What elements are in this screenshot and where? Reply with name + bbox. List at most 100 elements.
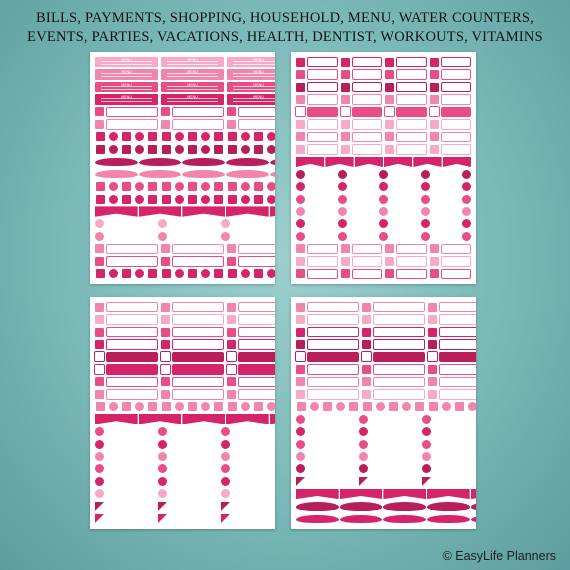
sticker-box: [396, 94, 427, 105]
sticker-cell: [95, 219, 275, 229]
sticker-cell: [296, 219, 471, 229]
sticker-cell: [94, 351, 158, 363]
flag-sticker: [296, 488, 339, 500]
round-sticker: [221, 452, 230, 462]
sticker-sheet-2: [291, 52, 476, 284]
water-drop-icon: [383, 502, 427, 511]
round-sticker: [462, 182, 471, 192]
sticker-cell: [385, 57, 427, 68]
sticker-label-bar: [373, 351, 425, 363]
sticker-icon: [201, 194, 210, 204]
sticker-box: [373, 302, 425, 313]
sticker-cell: [362, 302, 425, 313]
sticker-cell: [296, 439, 476, 449]
round-sticker: [158, 489, 167, 499]
sticker-icon: [340, 256, 350, 266]
menu-sticker-label: MENU: [253, 70, 264, 75]
sticker-icon: [161, 119, 170, 129]
round-sticker: [420, 219, 430, 229]
sticker-cell: [95, 339, 158, 350]
sticker-icon: [295, 351, 306, 363]
sticker-cell: [340, 57, 382, 68]
sticker-cell: [296, 426, 476, 437]
sticker-icon: [162, 402, 171, 412]
sticker-icon: [428, 377, 437, 387]
sticker-icon: [385, 132, 394, 142]
flag-sticker: [470, 488, 476, 500]
menu-sticker: MENU: [95, 94, 158, 105]
sticker-box: [440, 94, 471, 105]
sticker-cell: [227, 119, 275, 130]
sticker-icon: [201, 132, 210, 142]
sticker-icon: [228, 144, 237, 154]
sticker-icon: [241, 269, 250, 279]
sticker-cell: [95, 206, 275, 217]
round-sticker: [221, 439, 230, 449]
sticker-box: [172, 314, 224, 325]
sticker-cell: [161, 132, 224, 142]
title-line-2: EVENTS, PARTIES, VACATIONS, HEALTH, DENT…: [27, 29, 543, 45]
corner-sticker: [158, 514, 167, 524]
sticker-cell: [428, 402, 476, 412]
flag-sticker: [354, 156, 383, 167]
sticker-label-bar: [106, 364, 158, 375]
sticker-icon: [94, 351, 105, 363]
round-sticker: [379, 231, 388, 241]
water-drop-stickers: [95, 169, 275, 179]
sticker-box: [106, 389, 158, 400]
sticker-box: [238, 106, 275, 118]
round-sticker: [296, 182, 305, 192]
sticker-icon: [296, 377, 305, 387]
sticker-box: [439, 314, 476, 325]
menu-sticker-label: MENU: [187, 95, 198, 100]
sticker-cell: [385, 131, 427, 143]
flag-stickers: [95, 414, 275, 425]
sticker-icon: [188, 269, 197, 279]
sticker-icon: [109, 144, 118, 154]
round-sticker: [296, 169, 305, 179]
sticker-icon: [227, 119, 236, 129]
sticker-icon: [428, 327, 437, 337]
sticker-icon: [296, 315, 305, 325]
menu-sticker-label: MENU: [121, 58, 132, 62]
sticker-box: [172, 339, 224, 350]
flag-sticker: [226, 414, 269, 425]
sticker-cell: [95, 489, 275, 499]
flag-sticker: [226, 206, 269, 217]
water-drop-icon: [427, 514, 470, 523]
water-drop-icon: [95, 170, 138, 179]
round-sticker: [420, 182, 430, 192]
sticker-icon: [296, 119, 305, 129]
sticker-icon: [175, 402, 184, 412]
sticker-icon: [296, 364, 305, 374]
sticker-cell: [429, 94, 471, 105]
sticker-icon: [95, 256, 104, 266]
sticker-cell: [296, 451, 476, 462]
sticker-icon: [227, 107, 236, 117]
round-sticker: [422, 464, 431, 474]
sticker-box: [351, 144, 382, 155]
sticker-box: [439, 376, 476, 388]
corner-sticker: [158, 501, 167, 511]
round-sticker: [158, 427, 167, 437]
flag-sticker: [427, 488, 470, 500]
sticker-icon: [175, 132, 184, 142]
sticker-icon: [228, 132, 237, 142]
water-drop-icon: [138, 170, 182, 179]
sticker-icon: [95, 315, 104, 325]
sticker-icon: [428, 340, 437, 350]
sticker-cell: [95, 256, 158, 267]
sticker-box: [307, 376, 359, 388]
sticker-icon: [175, 269, 184, 279]
sticker-icon: [389, 402, 398, 412]
sticker-cell: [296, 389, 359, 400]
flag-sticker: [95, 414, 138, 425]
sticker-box: [396, 69, 427, 80]
round-sticker: [221, 231, 230, 241]
menu-sticker: MENU: [95, 81, 158, 93]
sticker-cell: [296, 144, 338, 155]
sticker-icon: [296, 144, 305, 154]
sticker-cell: [95, 514, 275, 524]
menu-sticker-label: MENU: [253, 82, 264, 87]
sticker-box: [307, 389, 359, 400]
